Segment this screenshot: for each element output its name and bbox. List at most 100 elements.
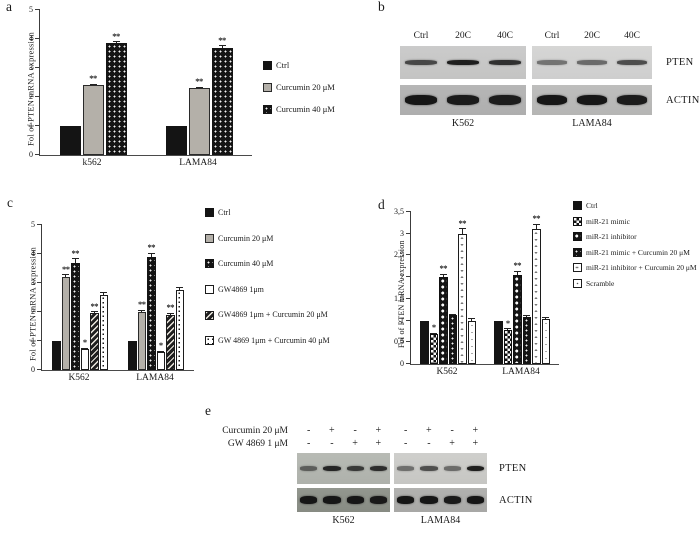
sign-group: - + - +	[394, 424, 487, 437]
membrane-row: PTEN	[180, 453, 533, 484]
y-tick-label: 2,5	[394, 250, 404, 260]
error-bar	[138, 309, 146, 313]
significance-mark: **	[532, 213, 541, 224]
y-tick-label: 0,5	[394, 337, 404, 347]
treatment-row: Curcumin 20 μM - + - + - + - +	[180, 424, 533, 437]
bar: **	[532, 214, 541, 364]
x-axis-labels: K562 LAMA84	[41, 371, 193, 383]
sign-group: - - + +	[394, 437, 487, 450]
bar: **	[188, 77, 210, 155]
legend-item: miR-21 mimic	[573, 216, 697, 226]
bar-rect	[165, 126, 187, 155]
plot-area: 0 0,5 1 1,5 2 2,5 3 3,5 * ** ** * ** **	[394, 208, 559, 368]
y-tick: 5	[31, 221, 42, 229]
y-tick-label: 1,5	[394, 293, 404, 303]
legend-swatch	[573, 232, 582, 241]
protein-band	[300, 496, 318, 504]
legend-swatch	[205, 336, 214, 346]
protein-band	[537, 60, 567, 65]
y-tick: 1	[400, 316, 411, 324]
lane-group: Ctrl 20C 40C	[532, 31, 652, 41]
significance-mark: **	[71, 247, 80, 258]
error-bar	[157, 350, 165, 353]
protein-label: PTEN	[666, 57, 694, 68]
membrane-pten	[400, 46, 526, 79]
cell-line-row: K562 LAMA84	[180, 512, 533, 526]
plot-area: 0 1 2 3 4 5 ** ** ** **	[29, 6, 252, 159]
protein-band	[447, 60, 479, 65]
bar-groups: ** ** ** **	[40, 10, 252, 155]
bar-rect	[80, 349, 89, 370]
protein-band	[577, 95, 607, 105]
bar	[175, 287, 184, 370]
y-tick-label: 4	[29, 34, 33, 43]
y-tick: 2	[400, 273, 411, 281]
protein-band	[323, 465, 341, 472]
error-bar	[81, 347, 89, 350]
y-tick: 2	[31, 308, 42, 316]
y-tick-label: 3	[31, 278, 35, 287]
treatment-sign: -	[353, 425, 357, 436]
membrane-pten	[532, 46, 652, 79]
protein-band	[346, 496, 364, 504]
legend-a: Ctrl Curcumin 20 μM Curcumin 40 μM	[263, 60, 335, 115]
legend-swatch	[263, 104, 272, 114]
protein-label: PTEN	[499, 463, 527, 474]
bar-rect	[420, 320, 429, 364]
protein-band	[447, 95, 479, 105]
chart-column: 0 1 2 3 4 5 ** ** ** ** k562 LAMA84	[29, 6, 252, 168]
bar: **	[147, 243, 156, 370]
legend-swatch	[573, 247, 582, 257]
error-bar	[542, 317, 550, 320]
panel-e-letter: e	[205, 403, 211, 418]
y-tick: 1	[31, 337, 42, 345]
bar-rect	[541, 319, 550, 364]
cell-line-label: LAMA84	[420, 515, 461, 526]
protein-band	[420, 496, 438, 504]
lane-label: Ctrl	[544, 31, 560, 41]
treatment-sign: -	[306, 425, 311, 436]
treatment-sign: -	[427, 438, 431, 449]
membrane-actin	[394, 488, 487, 512]
protein-band	[405, 95, 437, 105]
bar-rect	[156, 352, 165, 370]
protein-band	[405, 60, 437, 65]
bar-rect	[61, 277, 70, 370]
treatment-label: GW 4869 1 μM	[227, 438, 288, 449]
error-bar	[62, 274, 70, 278]
bar-groups: * ** ** * ** **	[411, 212, 559, 364]
legend-item: miR-21 inhibitor	[573, 232, 697, 241]
bar: **	[82, 74, 104, 155]
significance-mark: **	[138, 299, 146, 310]
bar: **	[439, 264, 448, 364]
protein-band	[466, 465, 484, 472]
y-tick: 3	[400, 229, 411, 237]
error-bar	[532, 223, 540, 230]
membrane-row: PTEN	[400, 46, 700, 79]
significance-mark: *	[82, 337, 87, 348]
legend-swatch	[205, 233, 214, 243]
error-bar	[166, 312, 174, 315]
legend-label: miR-21 inhibitor + Curcumin 20 μM	[586, 263, 697, 272]
significance-mark: **	[166, 302, 175, 313]
legend-swatch	[263, 82, 272, 92]
protein-band	[617, 95, 647, 105]
panel-e: e Curcumin 20 μM - + - + - + - + GW 4869 1 μM - - + +…	[180, 402, 550, 536]
sign-group: - - + +	[297, 437, 390, 450]
treatment-sign: +	[426, 425, 432, 436]
bar-rect	[439, 277, 448, 364]
chart-column: 0 0,5 1 1,5 2 2,5 3 3,5 * ** ** * ** ** K562 LAMA84	[394, 208, 559, 377]
legend-label: Ctrl	[276, 60, 290, 70]
treatment-sign: +	[329, 425, 335, 436]
membrane-pten	[394, 453, 487, 484]
significance-mark: *	[505, 317, 510, 328]
legend-item: Ctrl	[573, 201, 697, 210]
bar-rect	[128, 341, 137, 370]
bar: **	[458, 219, 467, 364]
legend-label: Curcumin 20 μM	[218, 233, 274, 243]
bar	[448, 313, 457, 364]
y-tick: 3,5	[394, 208, 411, 216]
y-tick-label: 1	[400, 315, 404, 325]
error-bar	[147, 252, 155, 258]
error-bar	[504, 328, 512, 330]
